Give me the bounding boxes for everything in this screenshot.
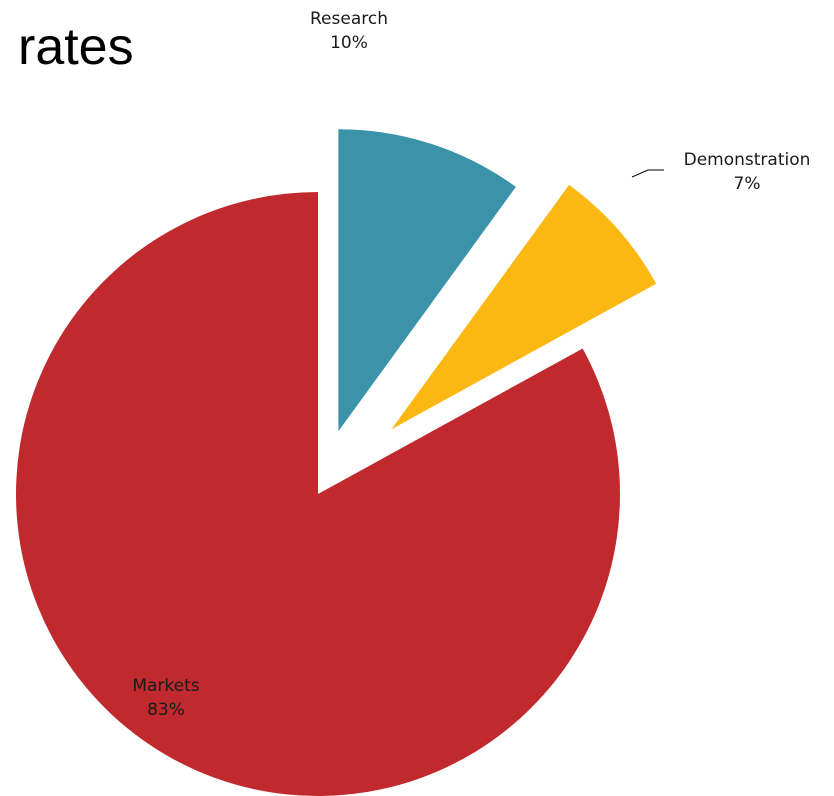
slice-name-text: Markets: [132, 676, 199, 696]
pie-slices: [15, 129, 657, 796]
slice-label-research: Research 10%: [310, 9, 388, 53]
slice-percent-text: 83%: [147, 700, 185, 720]
slice-percent-text: 7%: [734, 174, 761, 194]
slice-name-text: Research: [310, 9, 388, 29]
pie-slice-demonstration: [391, 184, 657, 430]
slice-label-demonstration: Demonstration 7%: [684, 150, 811, 194]
slice-percent-text: 10%: [330, 33, 368, 53]
chart-title: rates: [18, 18, 134, 76]
slice-labels: Research 10% Demonstration 7% Markets 83%: [132, 9, 810, 720]
pie-slice-research: [338, 129, 516, 432]
leader-line-demonstration: [631, 169, 664, 178]
slice-name-text: Demonstration: [684, 150, 811, 170]
slice-label-markets: Markets 83%: [132, 676, 199, 720]
pie-slice-markets: [15, 192, 621, 796]
leader-lines: [631, 169, 664, 178]
